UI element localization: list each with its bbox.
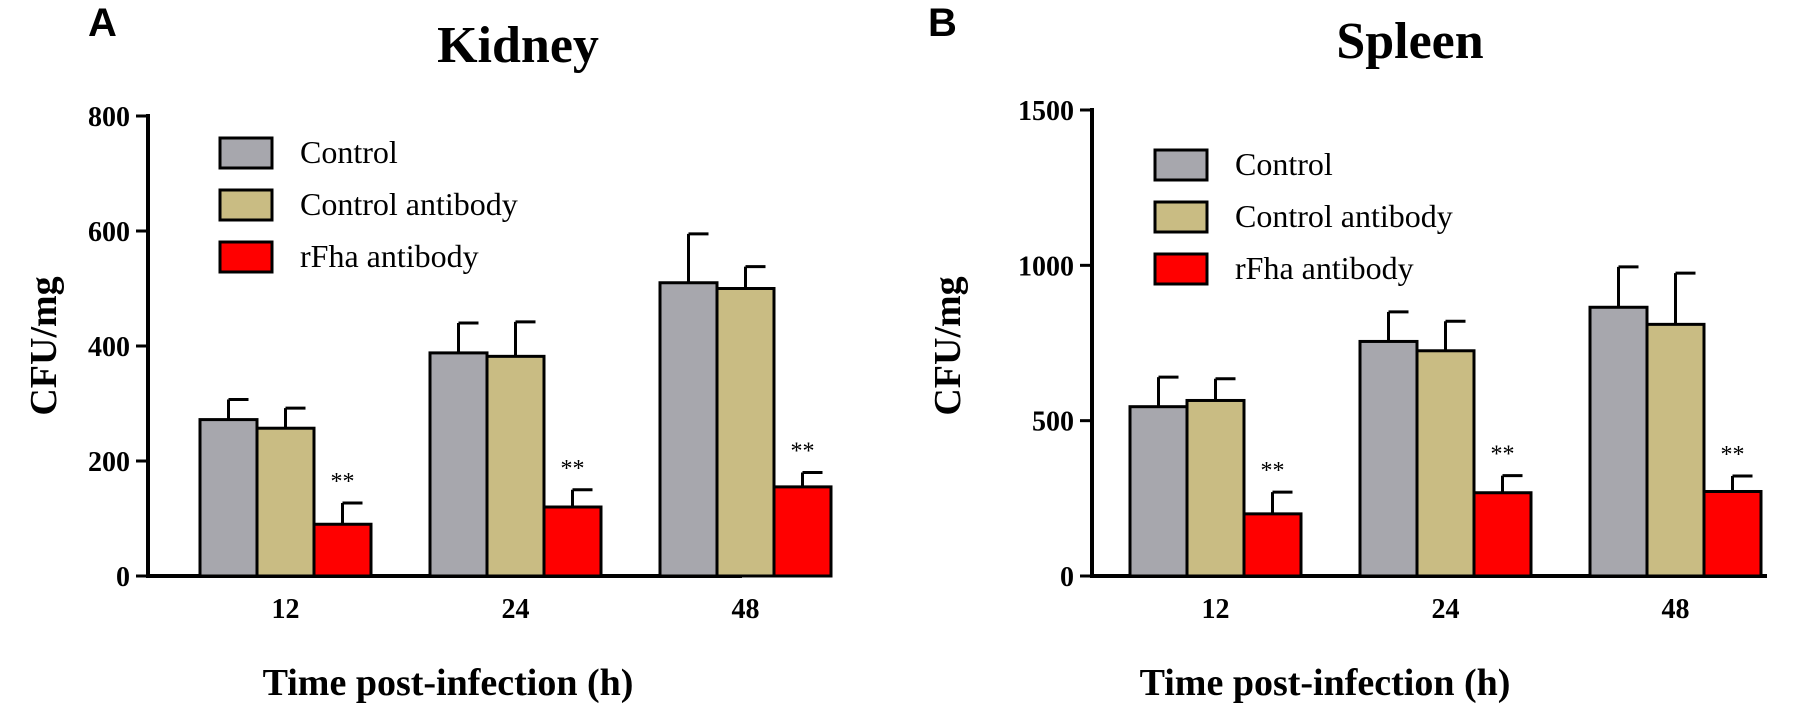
- legend-swatch: [218, 188, 274, 222]
- significance-label: **: [1261, 458, 1285, 484]
- significance-label: **: [1721, 442, 1745, 468]
- bar: [428, 351, 489, 578]
- significance-label: **: [331, 469, 355, 495]
- legend-label: Control: [1235, 146, 1333, 182]
- x-tick-label: 48: [1662, 594, 1690, 625]
- bar: [772, 485, 833, 578]
- y-axis-label: CFU/mg: [927, 276, 969, 415]
- plot-area: 0 200 400 600 800 ** 12 ** 24 ** 48 Control Control …: [88, 102, 833, 625]
- panel-a: A Kidney Time post-infection (h) CFU/mg …: [23, 1, 833, 704]
- x-tick-label: 48: [732, 594, 760, 625]
- legend-swatch: [1153, 148, 1209, 182]
- plot-area: 0 500 1000 1500 ** 12 ** 24 ** 48 Control Control a…: [1018, 96, 1767, 625]
- legend-label: Control antibody: [300, 186, 518, 222]
- legend-swatch: [218, 136, 274, 170]
- legend-swatch: [1153, 200, 1209, 234]
- bar: [255, 426, 316, 578]
- legend-label: Control antibody: [1235, 198, 1453, 234]
- bar: [1358, 339, 1419, 578]
- chart-title: Spleen: [1336, 13, 1483, 70]
- x-tick-label: 24: [1432, 594, 1460, 625]
- y-tick-label: 800: [88, 102, 130, 133]
- y-tick-label: 400: [88, 332, 130, 363]
- y-axis-label: CFU/mg: [23, 276, 65, 415]
- chart-title: Kidney: [437, 17, 599, 74]
- bar: [485, 354, 546, 578]
- panel-b: B Spleen Time post-infection (h) CFU/mg …: [927, 1, 1767, 704]
- bar: [1185, 398, 1246, 578]
- y-tick-label: 0: [116, 562, 130, 593]
- x-tick-label: 12: [1202, 594, 1230, 625]
- significance-label: **: [561, 456, 585, 482]
- legend-swatch: [218, 240, 274, 274]
- bar: [198, 418, 259, 578]
- legend-swatch: [1153, 252, 1209, 286]
- x-tick-label: 12: [272, 594, 300, 625]
- bar: [312, 522, 373, 578]
- bar: [1645, 322, 1706, 578]
- x-axis-label: Time post-infection (h): [263, 662, 634, 704]
- bar: [1128, 405, 1189, 578]
- bar: [542, 505, 603, 578]
- x-axis-label: Time post-infection (h): [1140, 662, 1511, 704]
- bar: [1702, 489, 1763, 578]
- legend-label: rFha antibody: [1235, 250, 1414, 286]
- significance-label: **: [791, 439, 815, 465]
- y-tick-label: 500: [1032, 407, 1074, 438]
- legend-label: Control: [300, 134, 398, 170]
- bar: [1588, 305, 1649, 578]
- y-tick-label: 0: [1060, 562, 1074, 593]
- bar: [1242, 512, 1303, 578]
- y-tick-label: 1000: [1018, 251, 1074, 282]
- y-tick-label: 600: [88, 217, 130, 248]
- y-tick-label: 1500: [1018, 96, 1074, 127]
- bar: [658, 281, 719, 578]
- panel-letter: A: [88, 1, 117, 45]
- bar: [715, 287, 776, 578]
- significance-label: **: [1491, 442, 1515, 468]
- legend-label: rFha antibody: [300, 238, 479, 274]
- bar: [1472, 491, 1533, 578]
- panel-letter: B: [928, 1, 957, 45]
- bar: [1415, 349, 1476, 578]
- x-tick-label: 24: [502, 594, 530, 625]
- y-tick-label: 200: [88, 447, 130, 478]
